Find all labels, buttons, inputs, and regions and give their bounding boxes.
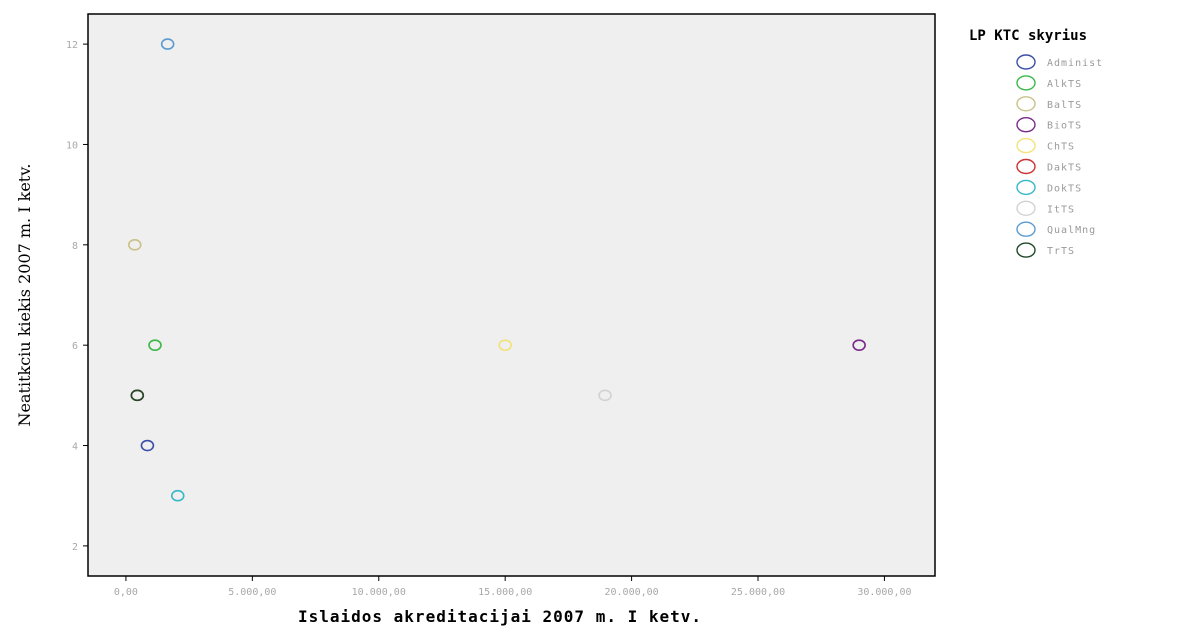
data-point-itts bbox=[598, 389, 612, 402]
y-tick-label: 10 bbox=[66, 140, 78, 151]
legend: Administ AlkTS BalTS BioTS ChTS DakTS DokTS ItT… bbox=[1016, 54, 1103, 258]
legend-label-alkts: AlkTS bbox=[1047, 79, 1082, 90]
data-point-qualmng bbox=[160, 38, 175, 50]
y-tick-label: 12 bbox=[66, 40, 78, 51]
data-point-biots bbox=[852, 339, 866, 351]
y-tick-label: 4 bbox=[72, 442, 78, 453]
legend-marker-itts bbox=[1016, 200, 1036, 217]
x-tick-label: 5.000,00 bbox=[228, 587, 276, 598]
y-tick-label: 6 bbox=[72, 341, 78, 352]
legend-marker-balts bbox=[1016, 96, 1036, 112]
legend-label-qualmng: QualMng bbox=[1047, 225, 1096, 236]
x-tick-label: 25.000,00 bbox=[731, 587, 785, 598]
legend-label-administ: Administ bbox=[1047, 58, 1103, 69]
x-axis-title: Islaidos akreditacijai 2007 m. I ketv. bbox=[298, 607, 702, 626]
legend-marker-trts bbox=[1016, 242, 1036, 258]
data-point-dokts bbox=[170, 489, 185, 502]
y-axis: 2 4 6 8 10 12 bbox=[66, 40, 88, 553]
legend-label-balts: BalTS bbox=[1047, 100, 1082, 111]
plot-area bbox=[87, 13, 936, 577]
x-tick-label: 30.000,00 bbox=[857, 587, 911, 598]
x-axis: 0,00 5.000,00 10.000,00 15.000,00 20.000,00 2… bbox=[114, 576, 912, 598]
legend-label-itts: ItTS bbox=[1047, 204, 1075, 215]
data-point-alkts bbox=[148, 339, 162, 351]
x-tick-label: 20.000,00 bbox=[605, 587, 659, 598]
y-tick-label: 8 bbox=[72, 241, 78, 252]
data-point-balts bbox=[127, 239, 142, 251]
legend-label-dakts: DakTS bbox=[1047, 163, 1082, 174]
x-tick-label: 0,00 bbox=[114, 587, 138, 598]
y-tick-label: 2 bbox=[72, 542, 78, 553]
legend-marker-administ bbox=[1016, 54, 1036, 70]
x-tick-label: 15.000,00 bbox=[478, 587, 532, 598]
legend-marker-alkts bbox=[1016, 75, 1036, 91]
legend-title: LP KTC skyrius bbox=[969, 28, 1087, 44]
data-point-administ bbox=[140, 439, 155, 452]
data-point-trts bbox=[130, 389, 145, 402]
data-points bbox=[127, 38, 866, 502]
legend-marker-qualmng bbox=[1016, 221, 1036, 237]
legend-label-chts: ChTS bbox=[1047, 142, 1075, 153]
data-point-chts bbox=[498, 339, 512, 351]
legend-label-trts: TrTS bbox=[1047, 246, 1075, 257]
x-tick-label: 10.000,00 bbox=[352, 587, 406, 598]
legend-label-biots: BioTS bbox=[1047, 121, 1082, 132]
legend-label-dokts: DokTS bbox=[1047, 183, 1082, 194]
legend-marker-dakts bbox=[1016, 158, 1036, 175]
y-axis-title: Neatitkciu kiekis 2007 m. I ketv. bbox=[15, 164, 34, 427]
legend-marker-biots bbox=[1016, 116, 1036, 133]
legend-marker-dokts bbox=[1016, 179, 1036, 196]
legend-marker-chts bbox=[1016, 137, 1036, 154]
